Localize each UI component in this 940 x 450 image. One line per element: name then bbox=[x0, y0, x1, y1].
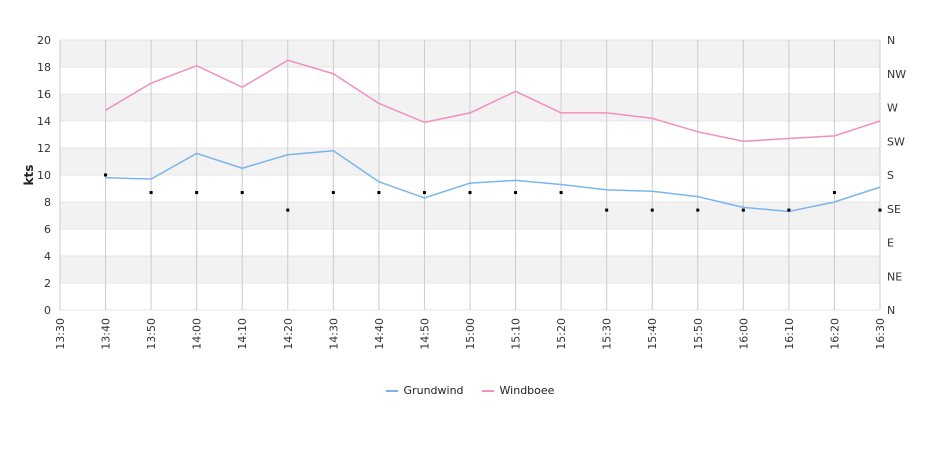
y-tick-label: 14 bbox=[37, 115, 51, 128]
direction-mark bbox=[149, 191, 153, 195]
x-tick-label: 14:10 bbox=[236, 318, 249, 350]
x-tick-label: 13:40 bbox=[100, 318, 113, 350]
direction-mark bbox=[650, 208, 654, 212]
direction-mark bbox=[331, 191, 335, 195]
x-tick-label: 13:50 bbox=[145, 318, 158, 350]
y-tick-label: 8 bbox=[44, 196, 51, 209]
right-axis-label: N bbox=[887, 304, 895, 317]
direction-mark bbox=[787, 208, 791, 212]
right-axis-label: NE bbox=[887, 270, 902, 283]
legend-swatch-windboee bbox=[481, 389, 494, 392]
y-tick-label: 20 bbox=[37, 34, 51, 47]
direction-mark bbox=[741, 208, 745, 212]
direction-mark bbox=[377, 191, 381, 195]
x-tick-label: 13:30 bbox=[54, 318, 67, 350]
direction-mark bbox=[559, 191, 563, 195]
right-axis-label: SE bbox=[887, 203, 901, 216]
right-axis-label: E bbox=[887, 237, 894, 250]
direction-mark bbox=[286, 208, 290, 212]
y-axis-ticks: 0 2 4 6 8 10 12 14 16 18 20 bbox=[37, 34, 51, 317]
legend-item-windboee[interactable]: Windboee bbox=[481, 384, 555, 397]
x-tick-label: 16:20 bbox=[828, 318, 841, 350]
right-axis-label: NW bbox=[887, 68, 906, 81]
vertical-grid bbox=[59, 40, 881, 310]
legend-swatch-grundwind bbox=[385, 389, 398, 392]
x-tick-label: 15:50 bbox=[692, 318, 705, 350]
x-tick-label: 15:40 bbox=[646, 318, 659, 350]
x-tick-label: 14:20 bbox=[282, 318, 295, 350]
direction-mark bbox=[696, 208, 700, 212]
x-tick-label: 15:10 bbox=[510, 318, 523, 350]
x-tick-label: 16:10 bbox=[783, 318, 796, 350]
y-tick-label: 6 bbox=[44, 223, 51, 236]
legend: Grundwind Windboee bbox=[0, 384, 940, 397]
series-line-windboee bbox=[105, 59, 881, 142]
y-tick-label: 12 bbox=[37, 142, 51, 155]
x-tick-label: 15:20 bbox=[555, 318, 568, 350]
direction-marks bbox=[104, 173, 882, 212]
direction-mark bbox=[514, 191, 518, 195]
direction-mark bbox=[832, 191, 836, 195]
x-tick-label: 16:30 bbox=[874, 318, 887, 350]
y-tick-label: 4 bbox=[44, 250, 51, 263]
direction-mark bbox=[878, 208, 882, 212]
direction-mark bbox=[104, 173, 108, 177]
x-tick-label: 15:30 bbox=[601, 318, 614, 350]
y-tick-label: 10 bbox=[37, 169, 51, 182]
right-axis-label: N bbox=[887, 34, 895, 47]
y-tick-label: 0 bbox=[44, 304, 51, 317]
x-tick-label: 14:00 bbox=[191, 318, 204, 350]
y-tick-label: 16 bbox=[37, 88, 51, 101]
x-tick-label: 16:00 bbox=[737, 318, 750, 350]
legend-label-grundwind: Grundwind bbox=[403, 384, 464, 397]
direction-mark bbox=[240, 191, 244, 195]
right-axis-label: W bbox=[887, 102, 898, 115]
x-tick-label: 15:00 bbox=[464, 318, 477, 350]
series-lines bbox=[105, 59, 881, 213]
direction-mark bbox=[422, 191, 426, 195]
legend-label-windboee: Windboee bbox=[499, 384, 555, 397]
legend-item-grundwind[interactable]: Grundwind bbox=[385, 384, 464, 397]
x-tick-label: 14:40 bbox=[373, 318, 386, 350]
y-axis-title: kts bbox=[22, 165, 36, 186]
x-tick-label: 14:50 bbox=[418, 318, 431, 350]
direction-mark bbox=[195, 191, 199, 195]
right-axis-label: S bbox=[887, 169, 894, 182]
right-axis-ticks: N NE E SE S SW W NW N bbox=[887, 34, 906, 317]
y-tick-label: 18 bbox=[37, 61, 51, 74]
x-axis-ticks: 13:30 13:40 13:50 14:00 14:10 14:20 14:30 14:40… bbox=[54, 318, 887, 350]
x-tick-label: 14:30 bbox=[327, 318, 340, 350]
y-tick-label: 2 bbox=[44, 277, 51, 290]
right-axis-label: SW bbox=[887, 135, 905, 148]
direction-mark bbox=[468, 191, 472, 195]
direction-mark bbox=[605, 208, 609, 212]
series-line-grundwind bbox=[105, 149, 881, 213]
